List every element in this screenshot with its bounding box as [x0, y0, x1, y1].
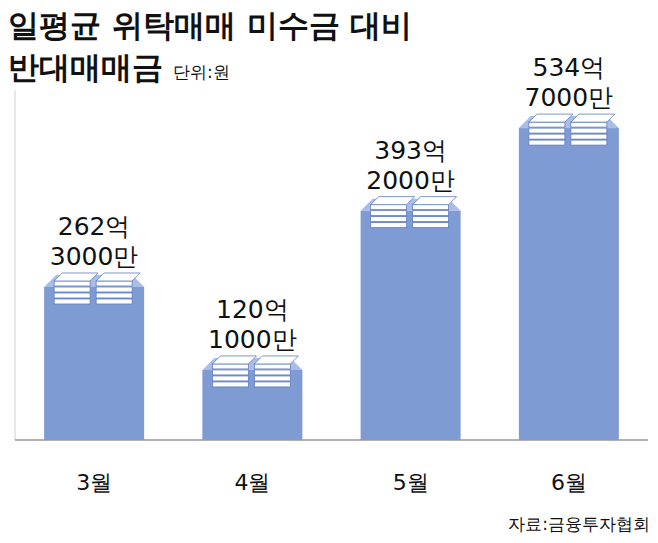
paper-sheet [96, 293, 132, 298]
paper-sheet [212, 364, 248, 369]
paper-sheet [96, 281, 132, 286]
paper-top [254, 356, 298, 364]
chart-svg: 일평균 위탁매매 미수금 대비반대매매금 단위:원 262억3000만 120억100… [0, 0, 658, 543]
subtitle: 단위:원 [173, 62, 230, 82]
paper-sheet [54, 287, 90, 292]
data-label-line: 7000만 [525, 83, 614, 112]
chart-root: 일평균 위탁매매 미수금 대비반대매매금 단위:원 262억3000만 120억100… [0, 0, 658, 543]
data-label-line: 393억 [374, 136, 447, 165]
data-label-line: 3000만 [50, 242, 139, 271]
paper-top [529, 114, 573, 122]
y-axis-line [15, 90, 16, 440]
paper-sheet [529, 134, 565, 139]
paper-sheet [371, 205, 407, 210]
paper-sheet [254, 364, 290, 369]
bar [44, 287, 144, 440]
paper-sheet [96, 287, 132, 292]
paper-sheet [54, 293, 90, 298]
data-label: 393억2000만 [366, 136, 455, 195]
bar [361, 211, 461, 440]
data-label-line: 1000만 [208, 325, 297, 354]
paper-sheet [571, 128, 607, 133]
paper-sheet [413, 223, 449, 228]
data-label-line: 262억 [58, 212, 131, 241]
paper-sheet [413, 211, 449, 216]
x-tick-label: 5월 [393, 470, 429, 495]
data-label: 534억7000만 [525, 53, 614, 112]
paper-sheet [571, 140, 607, 145]
paper-sheet [371, 217, 407, 222]
paper-sheet [212, 370, 248, 375]
paper-sheet [212, 382, 248, 387]
bar [519, 128, 619, 440]
paper-sheet [212, 376, 248, 381]
paper-sheet [54, 299, 90, 304]
paper-sheet [571, 134, 607, 139]
title: 일평균 위탁매매 미수금 대비 [8, 7, 412, 43]
paper-sheet [254, 376, 290, 381]
x-tick-label: 6월 [551, 470, 587, 495]
bar [202, 370, 302, 440]
paper-top [371, 197, 415, 205]
paper-sheet [254, 382, 290, 387]
paper-sheet [571, 122, 607, 127]
bars [44, 114, 619, 440]
paper-top [212, 356, 256, 364]
paper-sheet [529, 122, 565, 127]
paper-top [54, 273, 98, 281]
data-label: 262억3000만 [50, 212, 139, 271]
x-tick-label: 4월 [234, 470, 270, 495]
data-label-line: 2000만 [366, 166, 455, 195]
paper-sheet [529, 140, 565, 145]
paper-top [413, 197, 457, 205]
paper-top [571, 114, 615, 122]
baseline [15, 439, 648, 441]
paper-sheet [413, 217, 449, 222]
paper-sheet [54, 281, 90, 286]
paper-sheet [254, 370, 290, 375]
paper-sheet [413, 205, 449, 210]
data-label-line: 120억 [216, 295, 289, 324]
source: 자료:금융투자협회 [508, 514, 650, 534]
title: 반대매매금 [8, 49, 163, 85]
paper-sheet [529, 128, 565, 133]
data-label: 120억1000만 [208, 295, 297, 354]
x-tick-label: 3월 [76, 470, 112, 495]
paper-sheet [371, 211, 407, 216]
paper-sheet [96, 299, 132, 304]
data-label-line: 534억 [533, 53, 606, 82]
paper-top [96, 273, 140, 281]
paper-sheet [371, 223, 407, 228]
